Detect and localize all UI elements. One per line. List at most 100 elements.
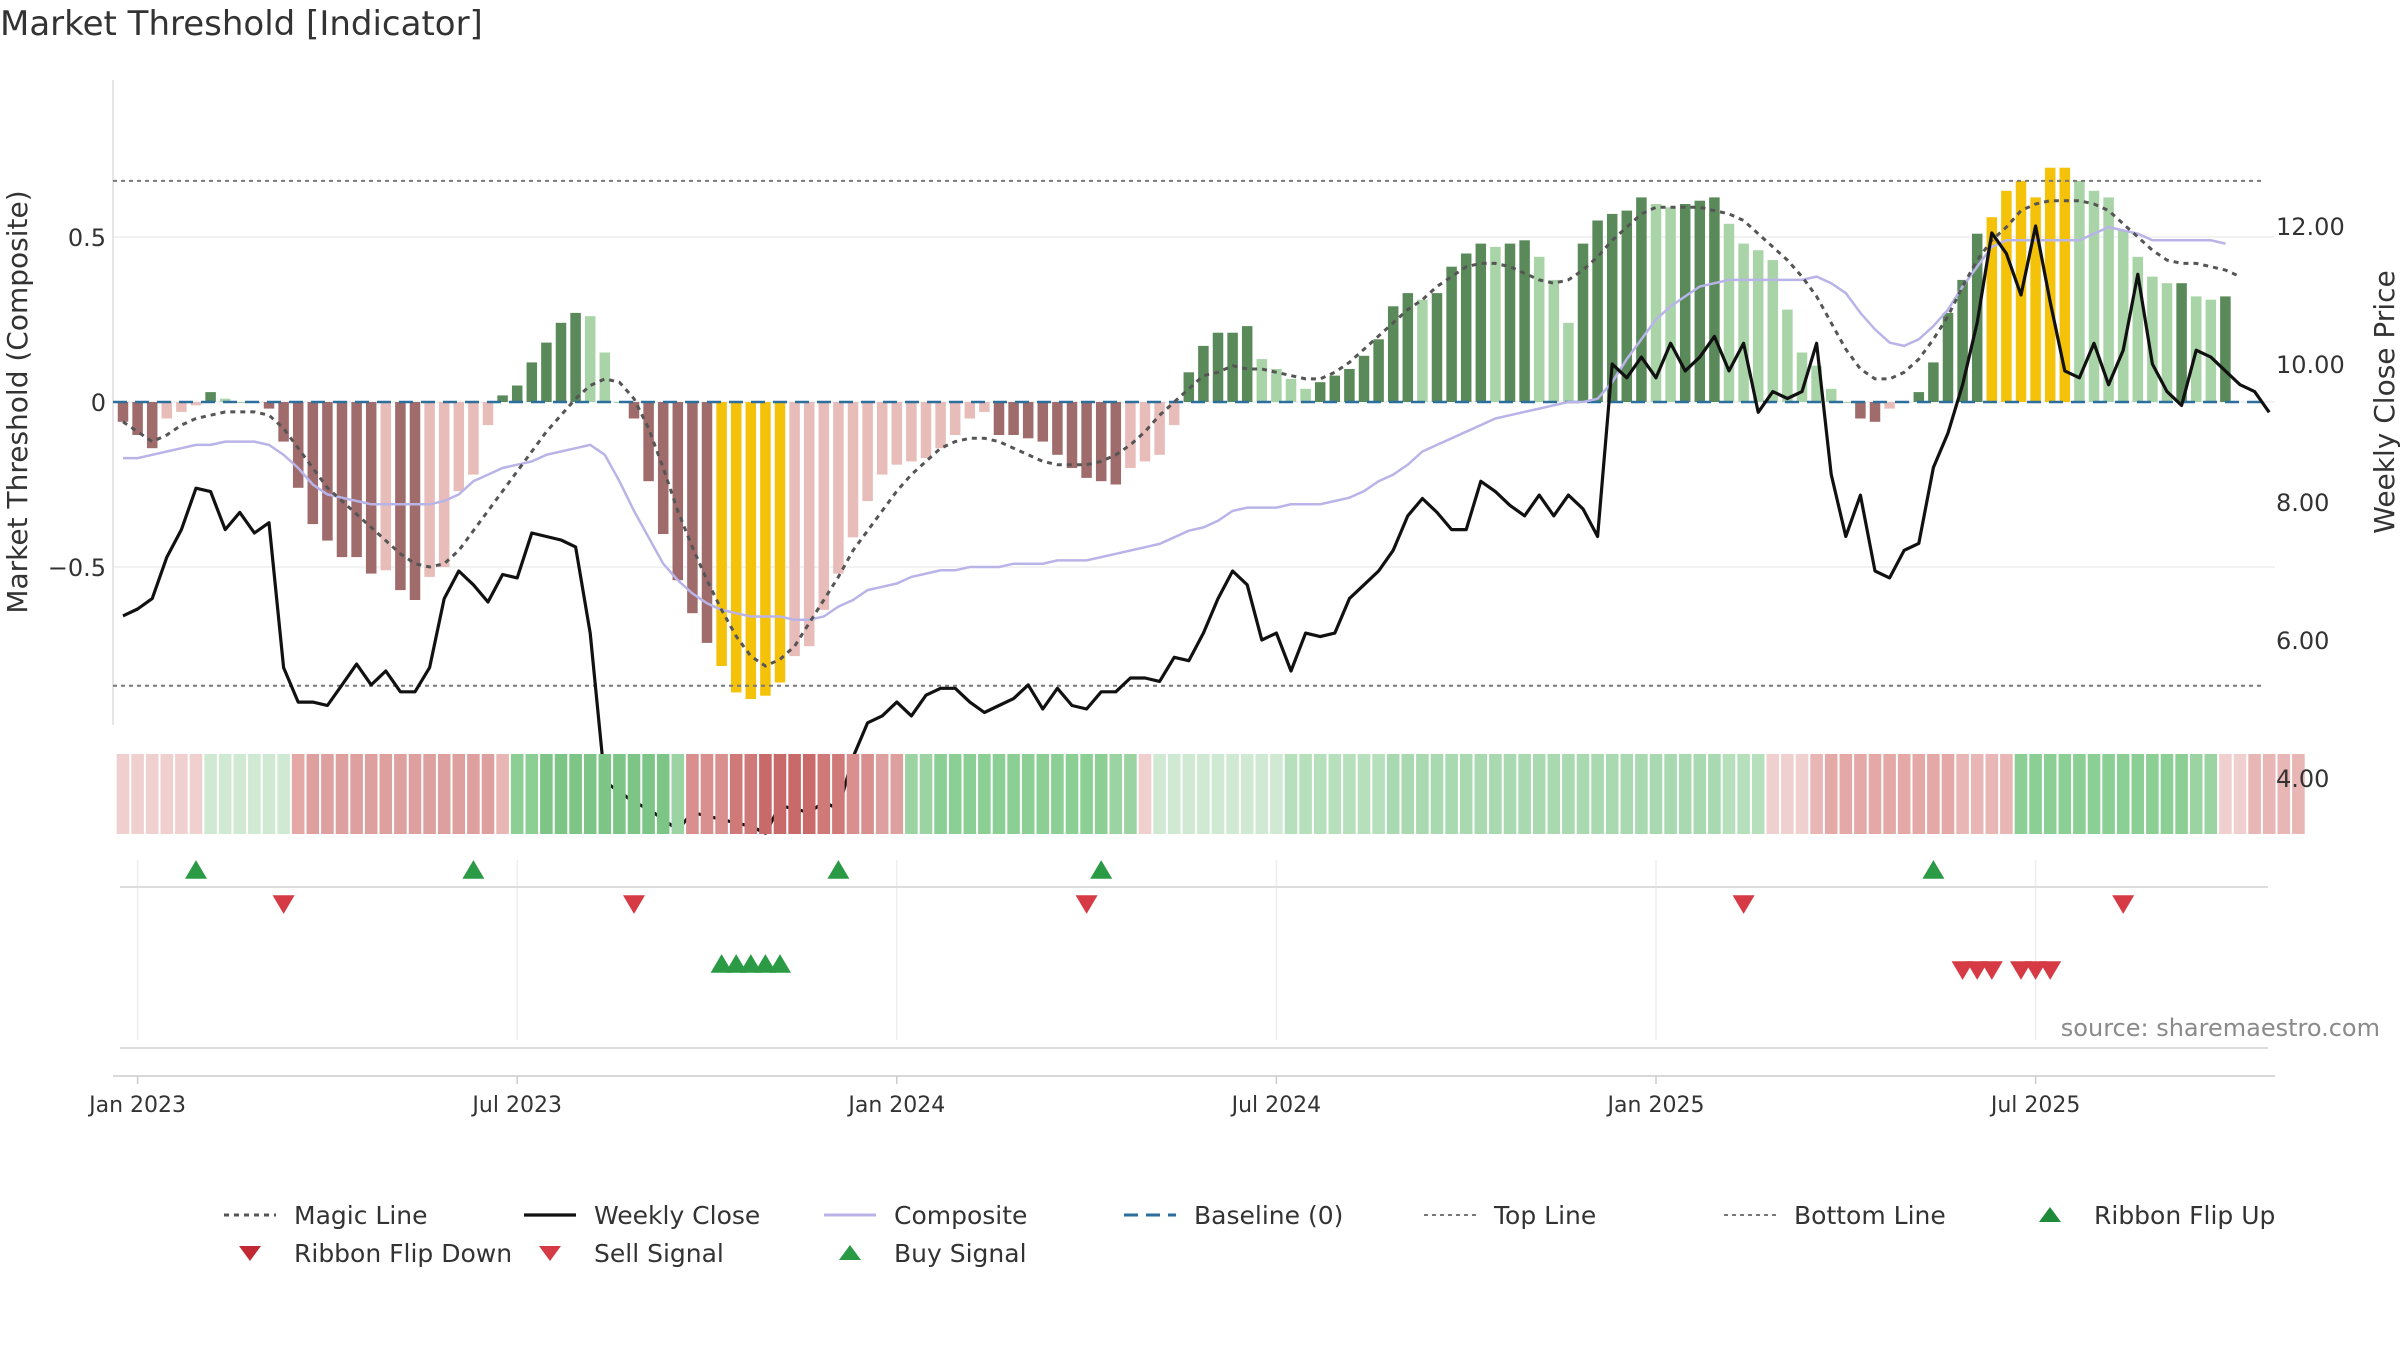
ribbon-cell [1313,754,1327,834]
ribbon-cell [452,754,466,834]
histogram-bar [2001,190,2012,402]
legend-label: Weekly Close [594,1200,761,1230]
histogram-bar [760,402,771,696]
histogram-bar [322,402,333,541]
histogram-bar [584,316,596,402]
down-triangle-icon [539,1246,561,1261]
ribbon-cell [773,754,787,834]
histogram-bar [643,402,654,482]
legend-symbol-box [1120,1200,1180,1230]
legend-symbol [239,1246,261,1261]
histogram-bar [395,402,406,591]
histogram-bar [979,402,990,412]
histogram-bar [1125,402,1136,468]
ribbon-cell [1868,754,1882,834]
ribbon-cell [2116,754,2130,834]
sell-signal-marker [1951,961,1974,980]
ribbon-cell [131,754,144,834]
ribbon-cell [2277,754,2291,834]
ribbon-cell [2189,754,2203,834]
histogram-bar [497,395,508,402]
histogram-bar [993,402,1005,435]
ribbon-cell [1532,754,1546,834]
histogram-bar [1110,402,1122,485]
histogram-bar [2059,167,2071,402]
histogram-bar [205,392,216,402]
histogram-bar [1154,402,1165,455]
histogram-bar [1344,369,1355,402]
histogram-bar [2088,190,2100,402]
ribbon-cell [540,754,553,834]
legend-label: Ribbon Flip Up [2094,1200,2276,1230]
histogram-bar [1212,332,1224,402]
histogram-bar [2132,256,2144,402]
ribbon-cell [583,754,597,834]
ribbon-flip-down-marker [272,895,295,914]
ribbon-cell [2073,754,2086,834]
histogram-bar [1314,382,1326,402]
histogram-bar [1271,369,1282,402]
ribbon-cell [1912,754,1926,834]
histogram-bar [701,402,713,643]
left-axis-label: Market Threshold (Composite) [1,190,34,613]
right-axis-label: Weekly Close Price [2368,270,2400,533]
ribbon-cell [1167,754,1181,834]
histogram-bar [2074,180,2085,402]
ribbon-cell [525,754,539,834]
ribbon-cell [1197,754,1210,834]
ribbon-cell [1751,754,1765,834]
histogram-bar [803,402,815,647]
sell-signal-marker [2024,961,2047,980]
legend-symbol-box [520,1238,580,1268]
histogram-bar [906,402,917,462]
ribbon-cell [2014,754,2028,834]
histogram-bar [672,402,684,581]
series-lines [113,179,2271,835]
histogram-bars [117,167,2231,699]
legend-symbol [824,1213,876,1217]
legend-label: Composite [894,1200,1028,1230]
histogram-bar [219,398,231,402]
weekly-close-line [122,224,2271,835]
ribbon-cell [1737,754,1750,834]
histogram-bar [526,362,538,402]
ribbon-cell [1284,754,1298,834]
ribbon-cell [759,754,772,834]
ribbon-cell [1562,754,1575,834]
legend-symbol-box [1720,1200,1780,1230]
histogram-bar [818,402,830,610]
histogram-bar [1446,266,1457,402]
ribbon-cell [1445,754,1458,834]
ribbon-cell [394,754,407,834]
ribbon-cell [1153,754,1166,834]
histogram-bar [2205,299,2217,402]
histogram-bar [1373,339,1384,402]
left-tick-label: −0.5 [48,554,106,582]
ribbon-cell [1343,754,1356,834]
histogram-bar [1008,402,1019,435]
histogram-bar [774,402,786,683]
ribbon-cell [1255,754,1269,834]
histogram-bar [920,402,932,459]
ribbon-cell [1605,754,1619,834]
ribbon-cell [2058,754,2072,834]
left-tick-label: 0 [91,389,106,417]
legend-item: Top Line [1420,1200,1720,1230]
ribbon-cell [1956,754,1969,834]
histogram-bar [511,385,523,402]
ribbon-cell [2175,754,2188,834]
histogram-bar [1957,279,1968,402]
ribbon-cell [1299,754,1312,834]
histogram-bar [1168,402,1180,426]
histogram-bar [380,402,392,571]
histogram-bar [278,402,289,442]
legend-label: Bottom Line [1794,1200,1946,1230]
axes [112,80,2275,1077]
ribbon-strip [116,754,2305,834]
histogram-bar [1066,402,1078,468]
ribbon-cell [1766,754,1780,834]
histogram-bar [292,402,304,488]
ribbon-cell [1124,754,1137,834]
ribbon-cell [1051,754,1064,834]
sell-signal-marker [2039,961,2062,980]
